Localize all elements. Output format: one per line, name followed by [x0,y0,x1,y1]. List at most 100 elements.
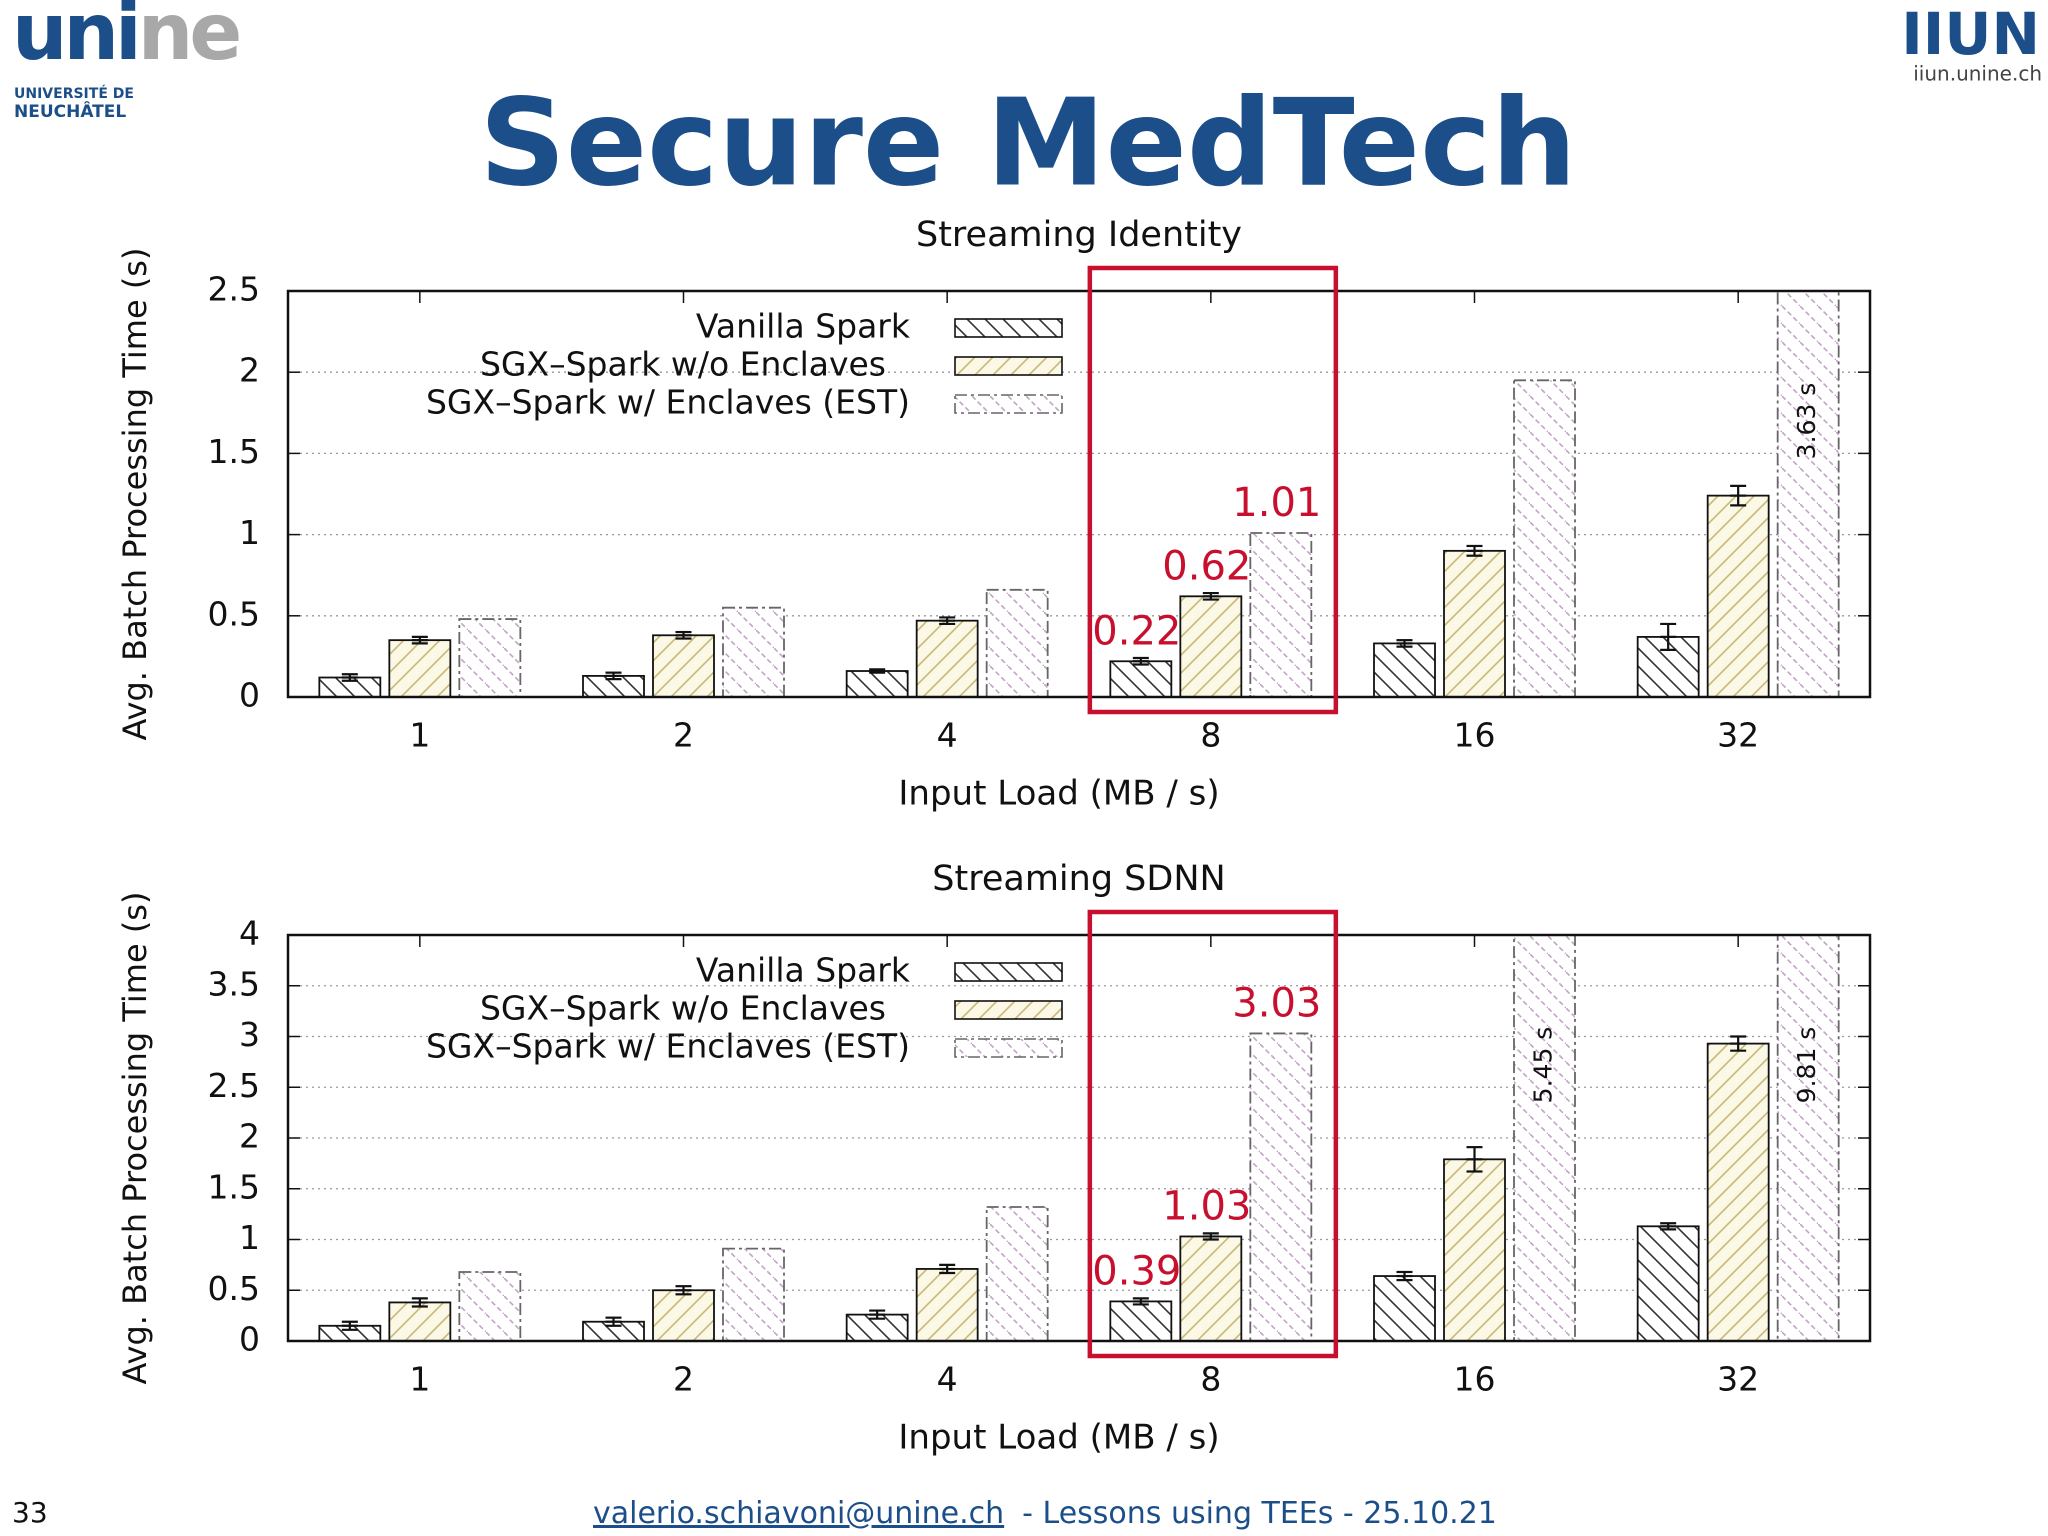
legend-label: SGX–Spark w/o Enclaves [480,989,886,1028]
x-tick-label: 1 [409,1360,430,1399]
bar [1513,935,1576,1341]
bar [985,1206,1049,1341]
bar [722,1247,785,1341]
bar [1776,935,1840,1341]
slide-title: Secure MedTech [479,75,1576,214]
x-tick-label: 2 [673,1360,694,1399]
error-bar [1660,1222,1677,1231]
bar [388,639,452,697]
y-axis-label: Avg. Batch Processing Time (s) [116,892,154,1385]
bar [652,634,715,697]
bar [1706,494,1770,697]
y-tick-label: 3.5 [208,964,260,1003]
error-bar [1730,484,1747,507]
error-bar [675,1285,692,1296]
bar [1109,660,1173,697]
bar [915,1268,979,1341]
y-tick-label: 1 [239,1218,260,1257]
y-tick-label: 1.5 [208,432,260,471]
plot-frame [286,933,1872,1343]
error-bar [1132,1297,1149,1306]
bar [1443,1158,1506,1341]
footer-text: - Lessons using TEEs - 25.10.21 [1022,1496,1497,1531]
x-tick-label: 16 [1454,716,1496,755]
x-axis-label: Input Load (MB / s) [898,774,1219,814]
error-bar [939,1263,956,1275]
error-bar [1660,622,1677,652]
error-bar [411,1297,428,1308]
y-axis-label: Avg. Batch Processing Time (s) [116,248,154,741]
value-label: 0.22 [1092,608,1181,654]
x-tick-label: 8 [1200,1360,1221,1399]
bar [388,1301,452,1341]
value-label: 0.39 [1092,1248,1181,1294]
chart-title: Streaming Identity [916,215,1242,255]
legend-swatch [954,1000,1063,1020]
legend-label: SGX–Spark w/ Enclaves (EST) [426,1027,910,1066]
bar [458,1271,522,1341]
plot-frame [286,289,1872,699]
highlight-box [1087,909,1339,1359]
legend-swatch [954,962,1063,982]
logo-part: ne [138,0,240,78]
bar [915,619,979,697]
bar [722,606,785,697]
value-label: 1.01 [1232,480,1321,526]
error-bar [1466,544,1483,557]
error-bar [675,630,692,640]
institute: IIUN [1901,0,2040,68]
error-bar [869,1309,886,1320]
error-bar [1202,1232,1219,1241]
value-label: 3.63 s [1792,383,1821,460]
value-label: 0.62 [1162,543,1251,589]
x-tick-label: 32 [1717,1360,1759,1399]
value-label: 3.03 [1232,980,1321,1026]
bar [1179,1235,1243,1341]
legend-label: Vanilla Spark [696,307,911,346]
logo-part: uni [12,0,138,78]
y-tick-label: 2 [239,351,260,390]
x-tick-label: 1 [409,716,430,755]
bar [1373,642,1436,697]
value-label: 1.03 [1162,1183,1251,1229]
error-bar [1396,1270,1413,1282]
y-tick-label: 0 [239,1320,260,1359]
bar [1249,1032,1313,1341]
legend-label: SGX–Spark w/ Enclaves (EST) [426,383,910,422]
bar [1776,291,1840,697]
error-bar [1202,591,1219,601]
bar [1636,1225,1700,1341]
y-tick-label: 1.5 [208,1167,260,1206]
error-bar [1730,1035,1747,1052]
bar [1513,379,1576,697]
error-bar [411,635,428,645]
y-tick-label: 1 [239,513,260,552]
y-tick-label: 2.5 [208,270,260,309]
legend-label: Vanilla Spark [696,951,911,990]
university: UNIVERSITÉ DE [14,85,134,102]
bar [1373,1275,1436,1341]
logo: unine [12,0,239,78]
page-number: 33 [12,1496,48,1529]
bar [652,1289,715,1341]
x-tick-label: 16 [1454,1360,1496,1399]
x-tick-label: 4 [937,1360,958,1399]
bar [1706,1042,1770,1341]
bar [458,618,522,697]
y-tick-label: 0.5 [208,594,260,633]
value-label: 5.45 s [1529,1027,1558,1104]
charts: Streaming Identity Avg. Batch Processing … [116,215,1872,1458]
error-bar [341,673,358,682]
error-bar [1396,639,1413,648]
error-bar [341,1320,358,1331]
y-tick-label: 0 [239,676,260,715]
x-tick-label: 2 [673,716,694,755]
chart-title: Streaming SDNN [932,859,1225,899]
footer-email[interactable]: valerio.schiavoni@unine.ch [593,1496,1004,1531]
error-bar [605,1316,622,1327]
bar [1249,532,1313,697]
bar [1109,1300,1173,1341]
highlight-box [1087,265,1339,715]
error-bar [1132,656,1149,666]
